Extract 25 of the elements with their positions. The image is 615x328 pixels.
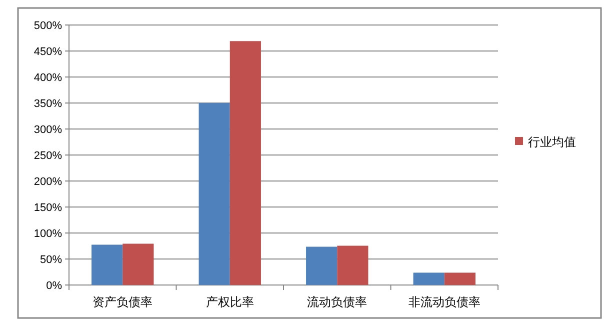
x-tick-label: 非流动负债率 (408, 295, 480, 309)
y-tick-label: 50% (40, 254, 62, 266)
y-tick-label: 350% (34, 98, 62, 110)
y-tick-label: 400% (34, 72, 62, 84)
y-tick-label: 100% (34, 228, 62, 240)
legend-label: 行业均值 (528, 135, 576, 149)
bar (198, 103, 230, 285)
y-tick-label: 150% (34, 202, 62, 214)
bar (444, 272, 476, 285)
x-tick-label: 产权比率 (206, 295, 254, 309)
x-tick-label: 资产负债率 (92, 295, 153, 309)
y-tick-label: 200% (34, 176, 62, 188)
bar (122, 244, 154, 285)
y-tick-label: 250% (34, 150, 62, 162)
x-tick-label: 流动负债率 (307, 295, 368, 309)
bar (413, 272, 444, 285)
y-tick-label: 300% (34, 124, 62, 136)
bar (92, 244, 123, 285)
y-tick-label: 450% (34, 46, 62, 58)
bar (230, 41, 261, 285)
legend: 行业均值 (515, 135, 576, 149)
y-tick-label: 0% (46, 280, 62, 292)
bar (306, 246, 338, 285)
y-tick-label: 500% (34, 20, 62, 32)
bar (337, 246, 368, 285)
